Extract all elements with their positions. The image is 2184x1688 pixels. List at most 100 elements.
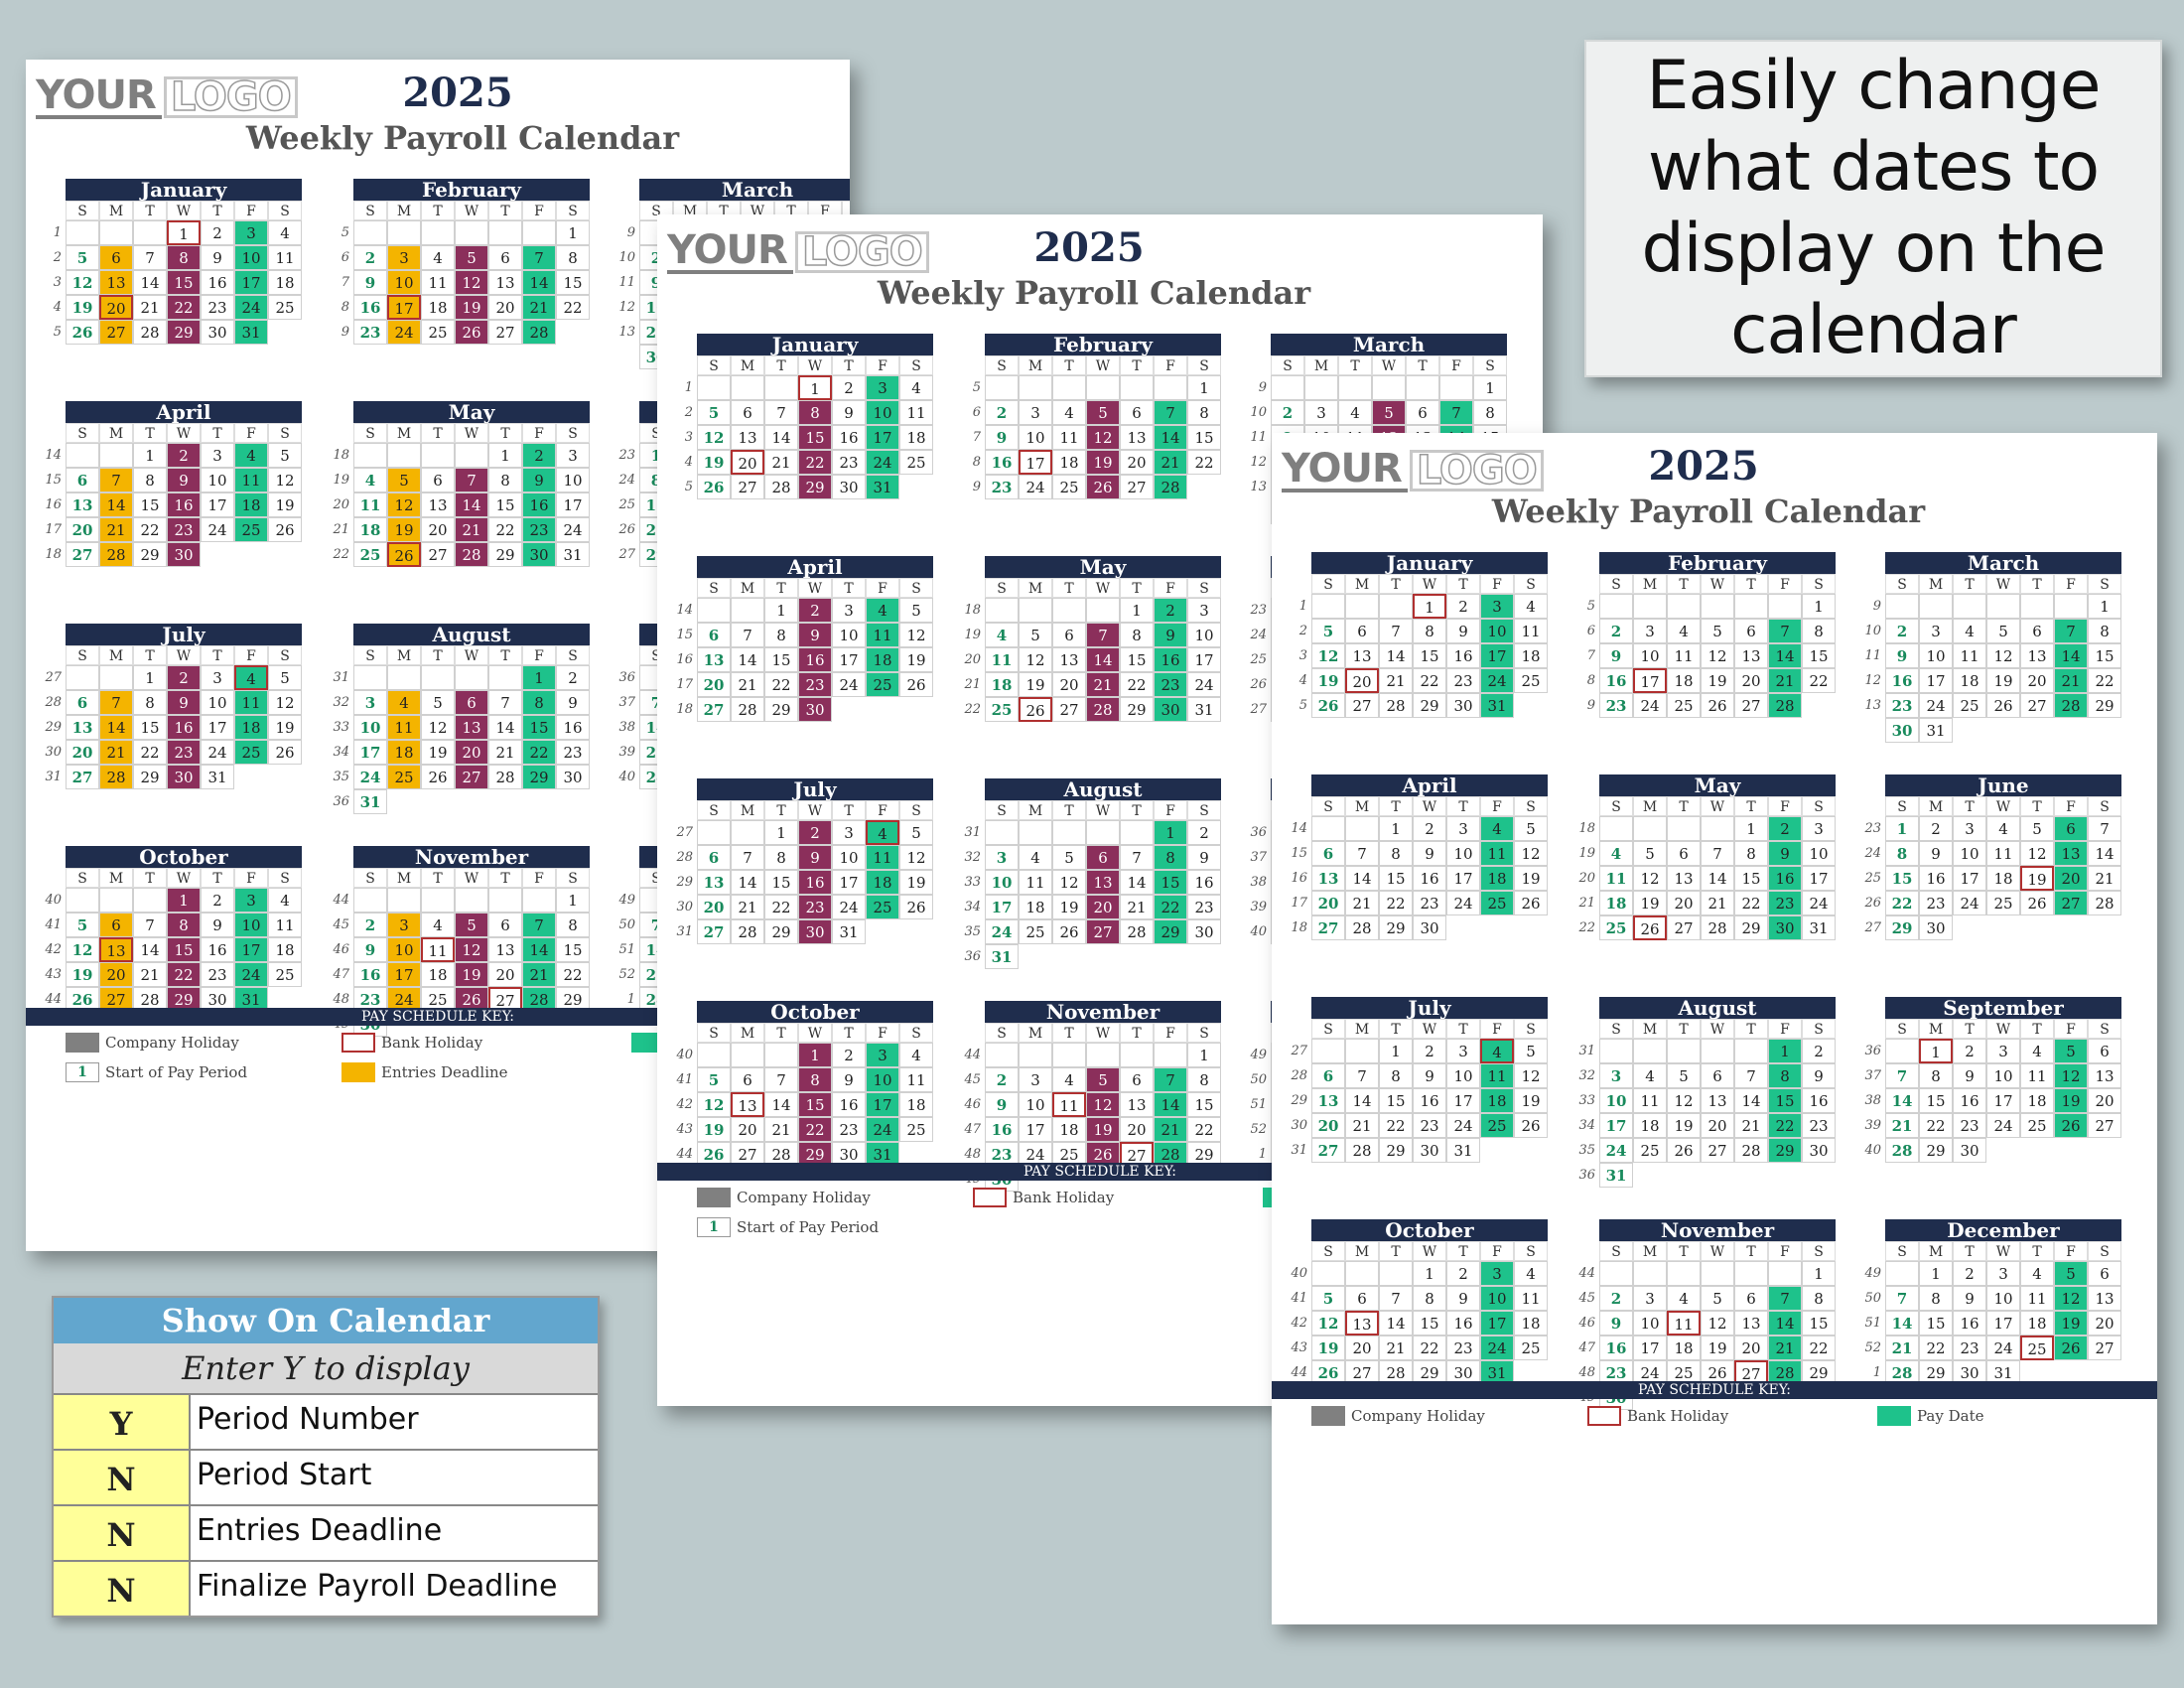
day-cell: 12	[455, 270, 488, 295]
display-flag-input[interactable]: N	[54, 1451, 191, 1504]
day-cell: 31	[201, 765, 234, 789]
display-flag-input[interactable]: N	[54, 1562, 191, 1616]
day-cell: 5	[899, 820, 933, 845]
day-cell: 21	[2054, 668, 2088, 693]
week-number: 20	[1578, 871, 1595, 886]
day-cell: 15	[488, 492, 522, 517]
day-cell: 15	[1187, 425, 1221, 450]
day-cell: 6	[1311, 841, 1345, 866]
day-cell: 22	[167, 962, 201, 987]
day-of-week-label: S	[1311, 1241, 1345, 1261]
day-of-week-label: T	[1446, 796, 1480, 816]
day-of-week-label: S	[1187, 578, 1221, 598]
week-number: 6	[341, 250, 349, 265]
day-cell: 3	[1019, 1067, 1052, 1092]
day-cell: 18	[2020, 1311, 2054, 1336]
day-cell: 9	[167, 690, 201, 715]
day-cell: 14	[1154, 425, 1187, 450]
day-cell: 13	[2020, 643, 2054, 668]
month-calendar: January S M T W T F S 1 2 3 4 5 1 2 3 4 5 6 7 8 9 10 11 12 13 14 15…	[54, 179, 302, 345]
week-number: 5	[1298, 698, 1307, 713]
week-number-column: 9 10 11 12 13	[1241, 375, 1267, 499]
day-cell: 13	[1120, 1092, 1154, 1117]
empty-day	[133, 888, 167, 913]
week-number: 18	[676, 702, 693, 717]
day-cell: 20	[1120, 1117, 1154, 1142]
day-cell: 13	[1734, 643, 1768, 668]
day-cell: 10	[1986, 1286, 2020, 1311]
day-cell: 9	[1953, 1063, 1986, 1088]
day-cell: 27	[2054, 891, 2088, 915]
day-cell: 14	[99, 492, 133, 517]
day-cell: 4	[1514, 594, 1548, 619]
day-of-week-label: M	[387, 201, 421, 220]
day-of-week-label: S	[556, 868, 590, 888]
month-calendar: February S M T W T F S 5 6 7 8 9 1 2 3 4 5 6 7 8 9 10 11 12 13 14 1…	[341, 179, 590, 345]
day-cell: 22	[1379, 891, 1413, 915]
day-cell: 5	[1086, 1067, 1120, 1092]
day-cell: 20	[2088, 1311, 2121, 1336]
day-cell: 20	[99, 295, 133, 320]
day-cell: 9	[1885, 643, 1919, 668]
empty-day	[488, 665, 522, 690]
day-of-week-label: M	[1345, 1241, 1379, 1261]
week-number: 12	[618, 300, 635, 315]
day-cell: 16	[1953, 1088, 1986, 1113]
day-cell: 4	[421, 913, 455, 937]
day-cell: 15	[1187, 1092, 1221, 1117]
settings-title: Show On Calendar	[54, 1298, 598, 1343]
day-cell: 21	[1379, 1336, 1413, 1360]
empty-day	[1019, 598, 1052, 623]
day-cell: 28	[1120, 919, 1154, 944]
empty-day	[1379, 1261, 1413, 1286]
day-cell: 19	[268, 715, 302, 740]
logo-logo-text: LOGO	[163, 76, 298, 118]
day-of-week-label: M	[99, 868, 133, 888]
day-cell: 2	[1802, 1039, 1836, 1063]
empty-day	[1734, 1039, 1768, 1063]
day-of-week-label: M	[1345, 574, 1379, 594]
week-number-column: 9 10 11 12 13	[610, 220, 635, 345]
day-cell: 8	[1802, 1286, 1836, 1311]
day-cell: 7	[1885, 1063, 1919, 1088]
display-flag-input[interactable]: Y	[54, 1395, 191, 1449]
key-label: Company Holiday	[737, 1189, 871, 1206]
empty-day	[387, 220, 421, 245]
day-cell: 30	[201, 320, 234, 345]
week-number: 38	[1250, 875, 1267, 890]
day-of-week-label: S	[899, 355, 933, 375]
bank-holiday-key: Bank Holiday	[341, 1033, 482, 1053]
display-flag-input[interactable]: N	[54, 1506, 191, 1560]
day-cell: 24	[1986, 1113, 2020, 1138]
month-name: November	[353, 846, 590, 868]
week-number: 12	[1864, 673, 1881, 688]
day-cell: 2	[832, 1043, 866, 1067]
day-of-week-label: S	[1599, 1241, 1633, 1261]
week-number: 3	[1298, 648, 1307, 663]
day-of-week-label: S	[1271, 355, 1304, 375]
day-of-week-label: M	[1019, 355, 1052, 375]
day-cell: 8	[167, 245, 201, 270]
day-of-week-label: T	[1120, 355, 1154, 375]
day-cell: 5	[1667, 1063, 1701, 1088]
week-number: 9	[972, 480, 981, 494]
week-number: 50	[618, 917, 635, 932]
day-cell: 10	[1019, 425, 1052, 450]
week-number: 41	[676, 1072, 693, 1087]
day-cell: 22	[764, 895, 798, 919]
week-number: 31	[1578, 1044, 1595, 1058]
day-cell: 24	[1019, 475, 1052, 499]
day-cell: 13	[2088, 1286, 2121, 1311]
week-number: 52	[1864, 1340, 1881, 1355]
day-cell: 12	[1514, 1063, 1548, 1088]
empty-day	[1701, 1261, 1734, 1286]
day-cell: 27	[1734, 693, 1768, 718]
day-of-week-label: W	[455, 423, 488, 443]
day-cell: 3	[1919, 619, 1953, 643]
month-calendar: October S M T W T F S 40 41 42 43 44 1 2 3 4 5 6 7 8 9 10 11 12 1…	[45, 846, 302, 1012]
